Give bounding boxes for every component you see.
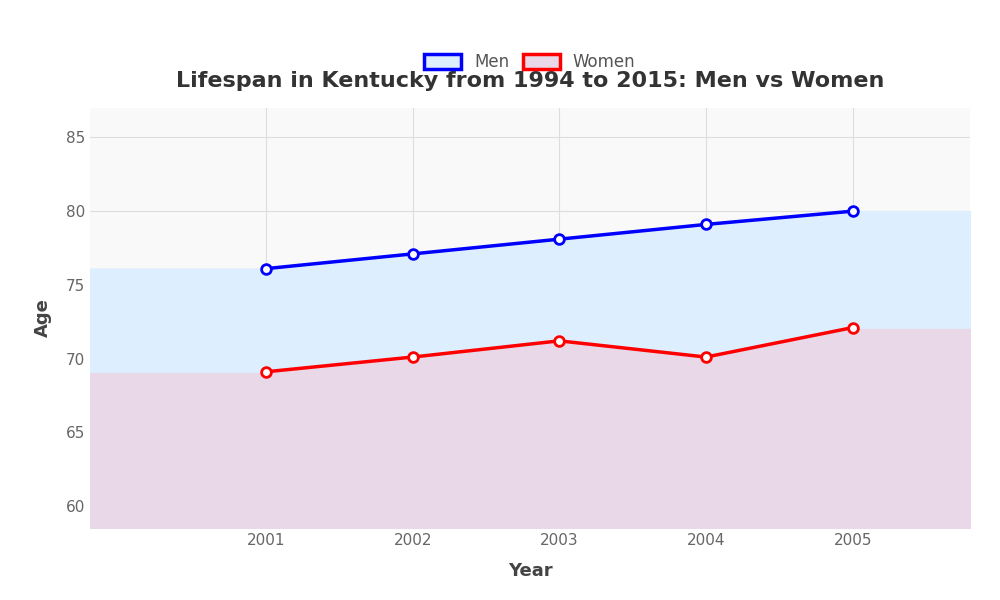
X-axis label: Year: Year: [508, 562, 552, 580]
Y-axis label: Age: Age: [34, 299, 52, 337]
Legend: Men, Women: Men, Women: [424, 53, 636, 71]
Title: Lifespan in Kentucky from 1994 to 2015: Men vs Women: Lifespan in Kentucky from 1994 to 2015: …: [176, 71, 884, 91]
